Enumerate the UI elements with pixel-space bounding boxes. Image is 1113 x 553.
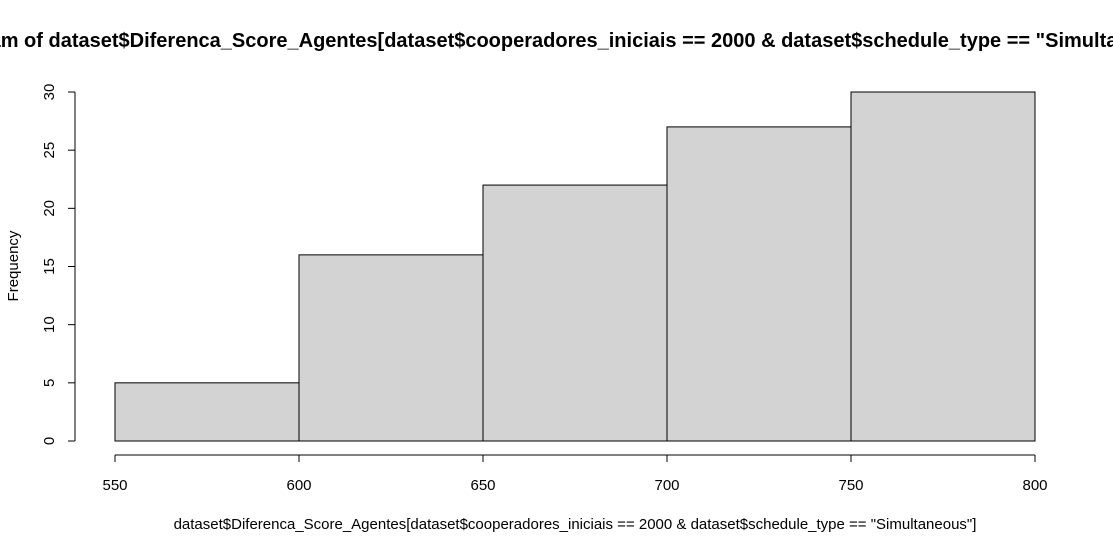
y-tick-label: 25 <box>41 142 58 159</box>
histogram-bar-3 <box>666 126 852 442</box>
y-tick-label: 10 <box>41 316 58 333</box>
x-axis-label: dataset$Diferenca_Score_Agentes[dataset$… <box>174 516 977 533</box>
y-tick-label: 30 <box>41 84 58 101</box>
x-tick-label: 700 <box>654 477 679 494</box>
y-tick-label: 0 <box>41 437 58 445</box>
histogram-bar-1 <box>298 254 484 442</box>
x-tick-label: 750 <box>838 477 863 494</box>
x-tick-label: 600 <box>286 477 311 494</box>
histogram-bar-4 <box>850 91 1036 442</box>
histogram-bar-2 <box>482 184 668 442</box>
y-axis: 0 5 10 15 20 25 30 <box>41 84 76 445</box>
x-axis: 550 600 650 700 750 800 <box>102 454 1048 494</box>
chart-title: Histogram of dataset$Diferenca_Score_Age… <box>0 30 1113 52</box>
y-axis-label: Frequency <box>5 230 22 301</box>
y-tick-label: 15 <box>41 258 58 275</box>
x-tick-label: 650 <box>470 477 495 494</box>
y-tick-label: 20 <box>41 200 58 217</box>
y-tick-label: 5 <box>41 379 58 387</box>
bars-group <box>114 91 1036 442</box>
histogram-bar-0 <box>114 382 300 442</box>
x-tick-label: 800 <box>1022 477 1047 494</box>
x-tick-label: 550 <box>102 477 127 494</box>
